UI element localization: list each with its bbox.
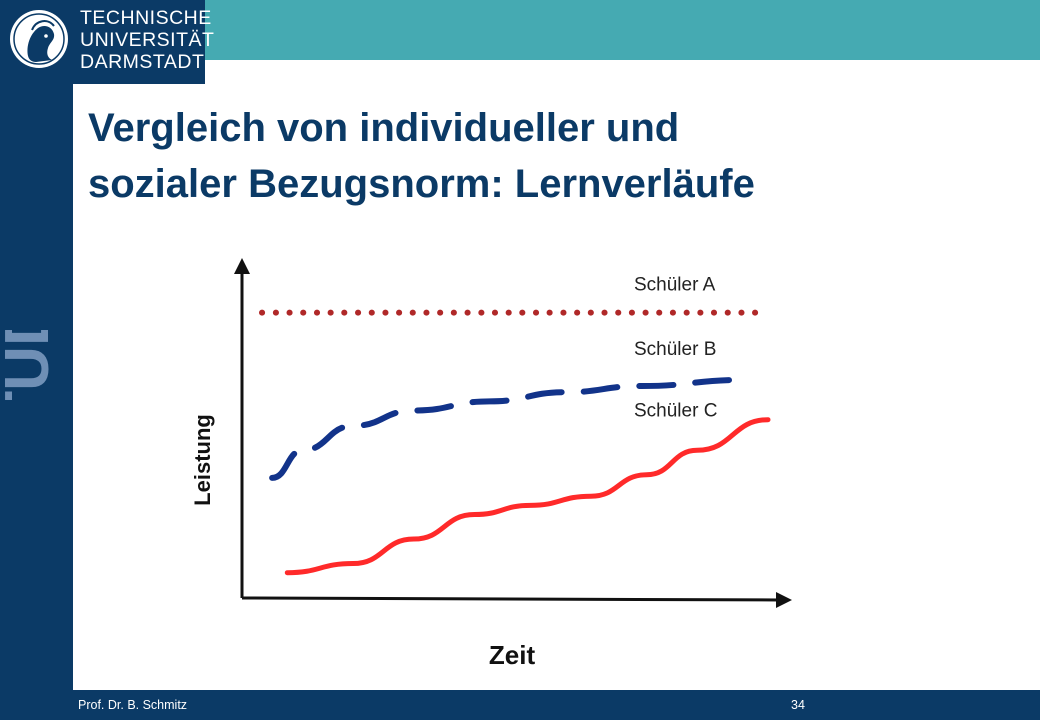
logo-line-1: TECHNISCHE — [80, 7, 212, 29]
tud-brand-mark: TUD — [0, 330, 62, 400]
logo-line-3: DARMSTADT — [80, 51, 205, 73]
footer-author: Prof. Dr. B. Schmitz — [78, 698, 188, 712]
y-axis-label: Leistung — [190, 414, 215, 506]
series-label-1: Schüler A — [634, 275, 716, 296]
series-line-3 — [284, 417, 771, 576]
learning-curves-chart: Schüler A Schüler B Schüler C Zeit Leistun… — [190, 258, 792, 670]
header-band — [205, 0, 1040, 60]
x-axis-arrow-icon — [776, 592, 792, 608]
y-axis-arrow-icon — [234, 258, 250, 274]
athena-seal-icon — [10, 10, 68, 68]
x-axis-line — [241, 596, 781, 602]
sidebar-band — [0, 0, 73, 720]
page-number: 34 — [791, 698, 805, 712]
slide-title: Vergleich von individueller und sozialer… — [88, 100, 1018, 212]
series-label-3: Schüler C — [634, 401, 717, 422]
chart-axes — [234, 258, 792, 608]
x-axis-label: Zeit — [489, 640, 536, 670]
university-logo: TECHNISCHE UNIVERSITÄT DARMSTADT — [0, 0, 214, 84]
series-label-2: Schüler B — [634, 339, 716, 360]
footer-band — [0, 690, 1040, 720]
tud-text: TUD — [0, 330, 62, 400]
title-line-1: Vergleich von individueller und — [88, 106, 680, 150]
chart-series — [259, 309, 771, 576]
title-line-2: sozialer Bezugsnorm: Lernverläufe — [88, 162, 755, 206]
series-line-2 — [269, 376, 746, 481]
logo-line-2: UNIVERSITÄT — [80, 29, 215, 51]
chart-series-labels: Schüler A Schüler B Schüler C — [634, 275, 717, 422]
